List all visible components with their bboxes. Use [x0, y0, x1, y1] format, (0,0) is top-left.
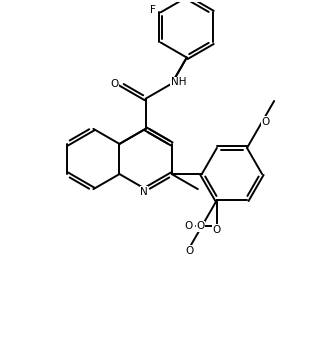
Text: O: O: [213, 224, 221, 235]
Text: O: O: [262, 117, 270, 127]
Text: O: O: [186, 246, 194, 256]
Text: O: O: [185, 221, 193, 231]
Text: O: O: [196, 221, 204, 231]
Text: N: N: [140, 187, 148, 197]
Text: NH: NH: [171, 77, 187, 87]
Text: F: F: [150, 5, 156, 15]
Text: O: O: [111, 79, 119, 89]
